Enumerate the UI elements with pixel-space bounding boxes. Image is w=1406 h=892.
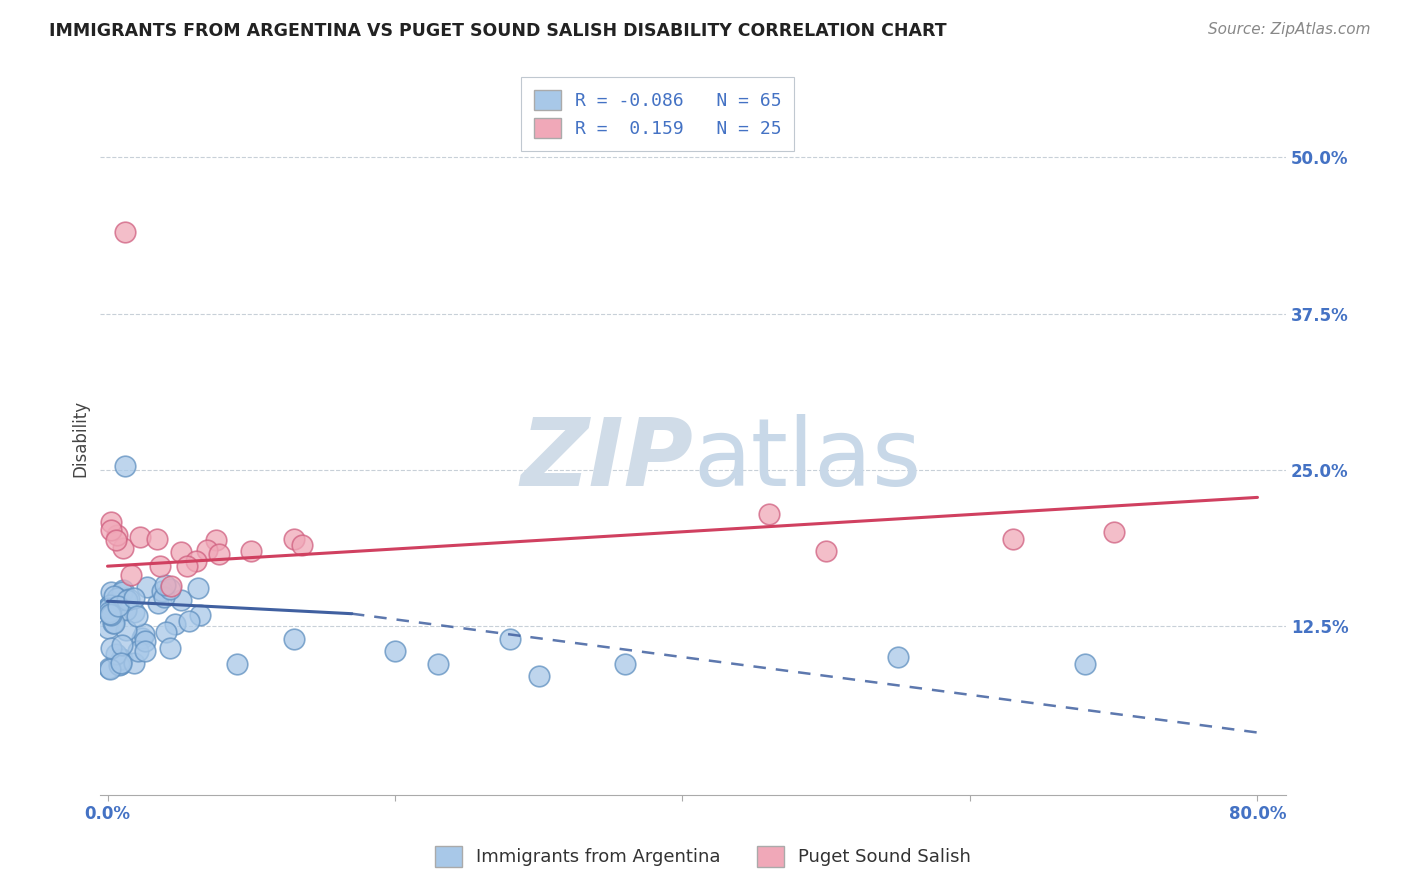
- Point: [1074, 657, 1097, 671]
- Point: [111, 585, 134, 599]
- Point: [127, 644, 149, 658]
- Point: [98, 662, 121, 676]
- Point: [153, 577, 176, 591]
- Point: [205, 533, 228, 547]
- Point: [207, 547, 229, 561]
- Point: [291, 538, 314, 552]
- Point: [105, 528, 128, 542]
- Text: IMMIGRANTS FROM ARGENTINA VS PUGET SOUND SALISH DISABILITY CORRELATION CHART: IMMIGRANTS FROM ARGENTINA VS PUGET SOUND…: [49, 22, 946, 40]
- Point: [165, 616, 187, 631]
- Point: [614, 657, 637, 671]
- Point: [283, 532, 305, 546]
- Point: [110, 652, 132, 666]
- Point: [427, 657, 450, 671]
- Text: Source: ZipAtlas.com: Source: ZipAtlas.com: [1208, 22, 1371, 37]
- Point: [145, 532, 167, 546]
- Point: [115, 593, 138, 607]
- Point: [114, 623, 136, 637]
- Point: [758, 507, 780, 521]
- Point: [225, 657, 247, 671]
- Point: [499, 632, 522, 646]
- Text: atlas: atlas: [693, 414, 921, 506]
- Point: [134, 634, 156, 648]
- Point: [100, 640, 122, 655]
- Point: [887, 650, 910, 665]
- Legend: R = -0.086   N = 65, R =  0.159   N = 25: R = -0.086 N = 65, R = 0.159 N = 25: [522, 77, 794, 151]
- Point: [104, 595, 127, 609]
- Point: [155, 625, 177, 640]
- Y-axis label: Disability: Disability: [72, 400, 89, 477]
- Point: [177, 614, 200, 628]
- Point: [100, 608, 122, 623]
- Point: [1002, 532, 1025, 546]
- Point: [105, 647, 128, 661]
- Point: [104, 533, 127, 548]
- Point: [118, 592, 141, 607]
- Point: [111, 638, 134, 652]
- Point: [135, 580, 157, 594]
- Point: [103, 598, 125, 612]
- Point: [160, 579, 183, 593]
- Point: [125, 608, 148, 623]
- Point: [122, 591, 145, 605]
- Point: [170, 592, 193, 607]
- Point: [111, 541, 134, 555]
- Text: ZIP: ZIP: [520, 414, 693, 506]
- Point: [103, 615, 125, 630]
- Point: [176, 558, 198, 573]
- Point: [122, 605, 145, 619]
- Point: [97, 621, 120, 635]
- Point: [148, 559, 170, 574]
- Point: [97, 599, 120, 614]
- Point: [112, 582, 135, 597]
- Point: [100, 585, 122, 599]
- Point: [186, 554, 208, 568]
- Point: [98, 599, 121, 613]
- Point: [111, 652, 134, 666]
- Point: [97, 600, 120, 615]
- Point: [114, 459, 136, 474]
- Point: [115, 602, 138, 616]
- Legend: Immigrants from Argentina, Puget Sound Salish: Immigrants from Argentina, Puget Sound S…: [427, 838, 979, 874]
- Point: [107, 599, 129, 614]
- Point: [283, 632, 305, 646]
- Point: [240, 544, 263, 558]
- Point: [153, 590, 176, 604]
- Point: [108, 657, 131, 672]
- Point: [1102, 525, 1125, 540]
- Point: [110, 657, 132, 672]
- Point: [150, 583, 173, 598]
- Point: [134, 644, 156, 658]
- Point: [132, 627, 155, 641]
- Point: [131, 632, 153, 646]
- Point: [114, 591, 136, 605]
- Point: [114, 225, 136, 239]
- Point: [384, 644, 406, 658]
- Point: [98, 607, 121, 621]
- Point: [98, 605, 121, 619]
- Point: [120, 567, 142, 582]
- Point: [815, 544, 838, 558]
- Point: [103, 615, 125, 630]
- Point: [100, 523, 122, 537]
- Point: [527, 669, 550, 683]
- Point: [105, 591, 128, 606]
- Point: [110, 657, 132, 671]
- Point: [97, 660, 120, 674]
- Point: [159, 582, 181, 596]
- Point: [103, 589, 125, 603]
- Point: [124, 657, 146, 671]
- Point: [170, 545, 193, 559]
- Point: [129, 530, 152, 544]
- Point: [100, 515, 122, 529]
- Point: [195, 542, 218, 557]
- Point: [187, 581, 209, 595]
- Point: [188, 608, 211, 623]
- Point: [146, 596, 169, 610]
- Point: [159, 640, 181, 655]
